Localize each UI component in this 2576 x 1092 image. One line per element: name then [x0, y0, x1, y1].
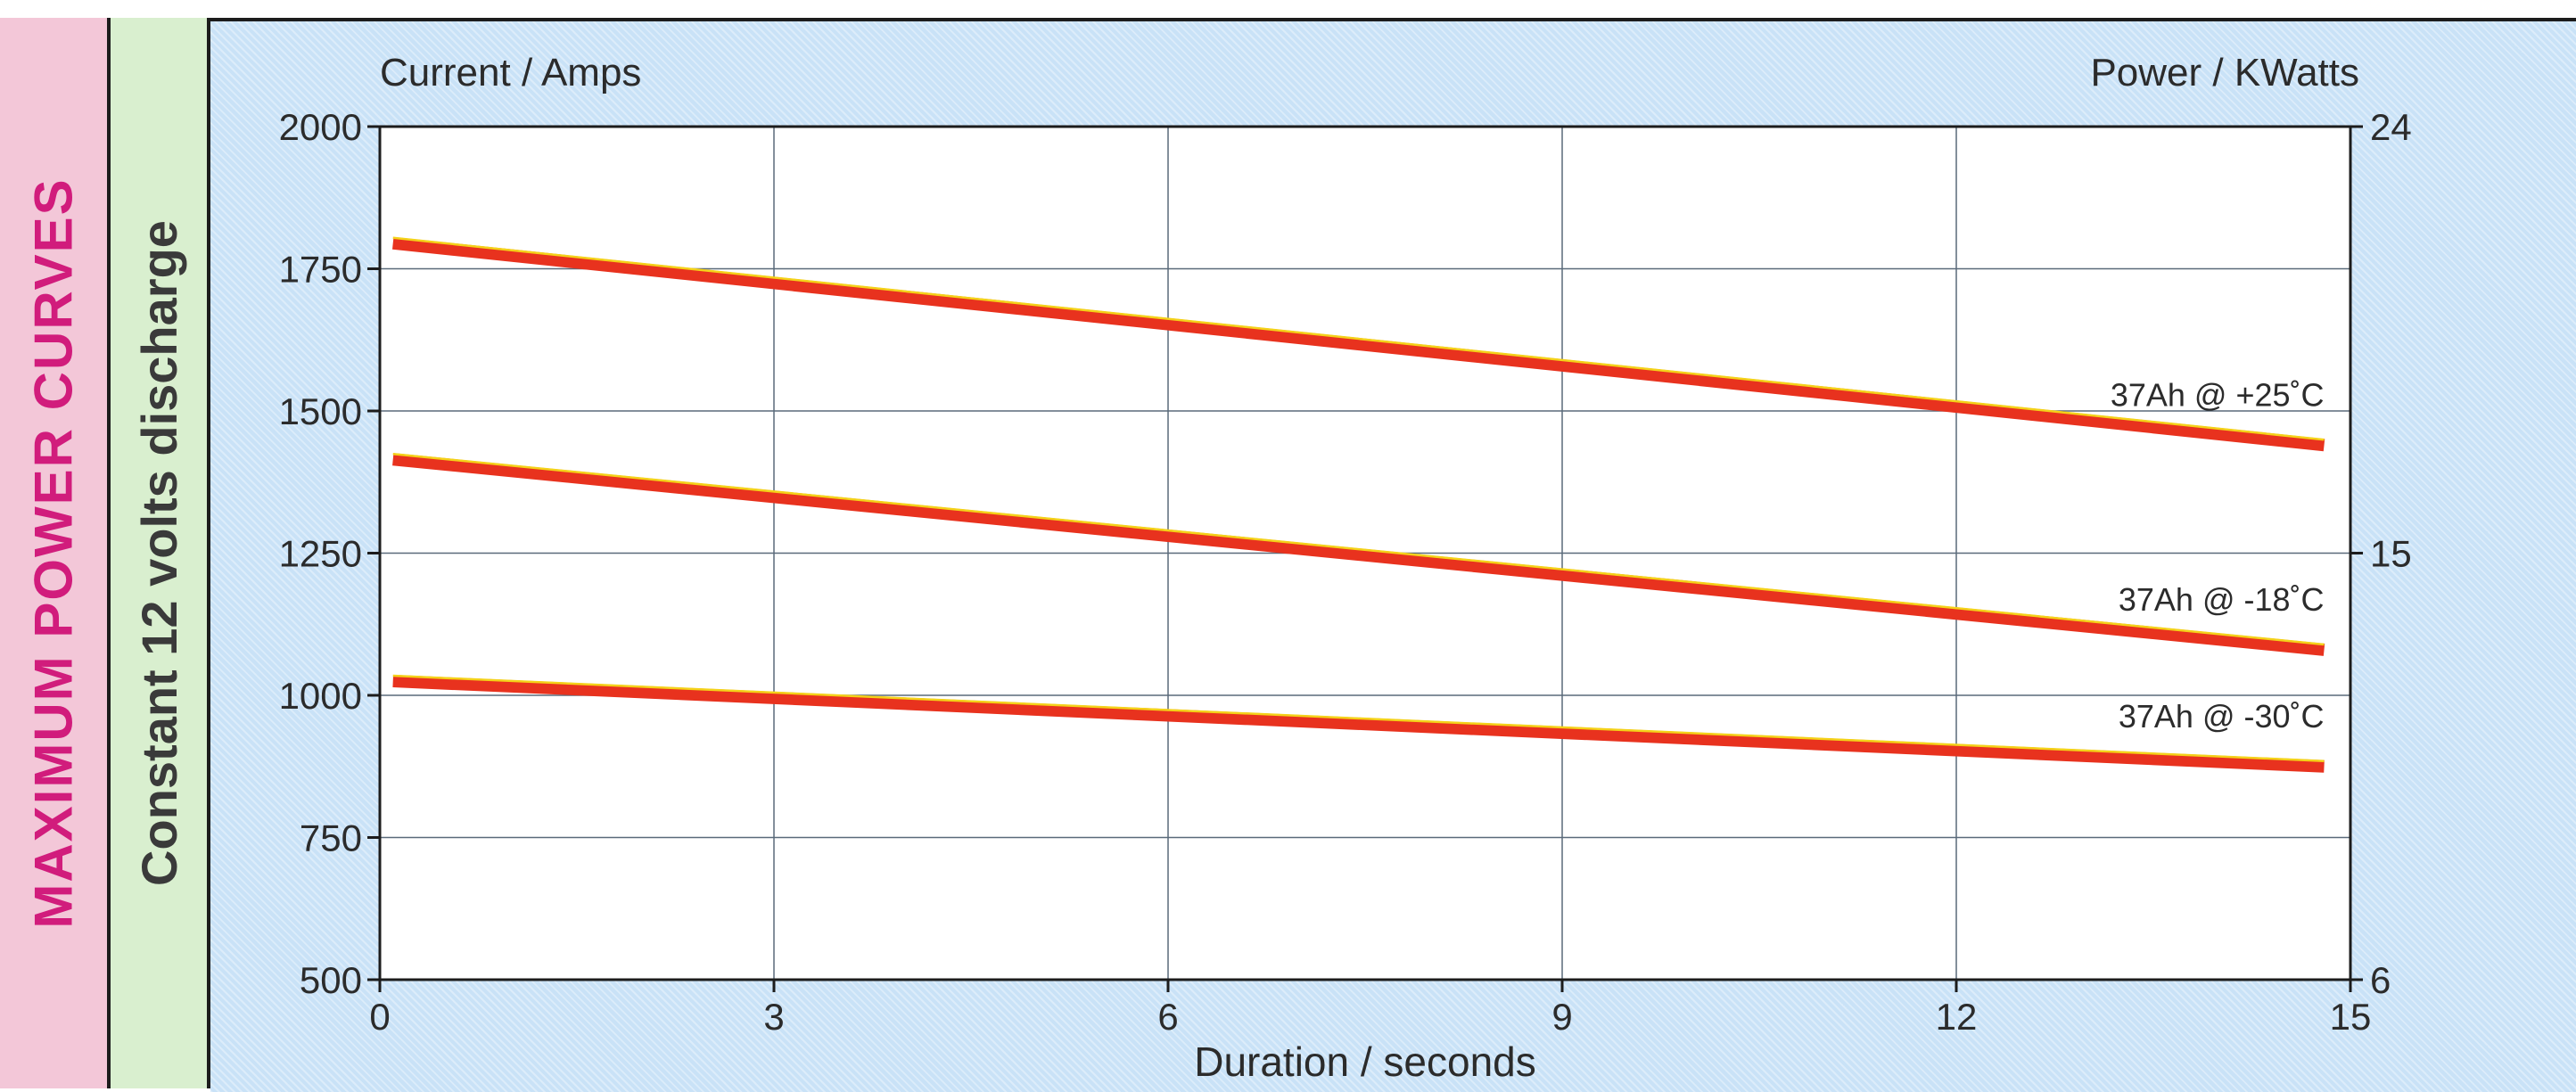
x-tick-label: 15 — [2330, 996, 2372, 1038]
series-line-highlight-1 — [392, 452, 2325, 646]
x-tick-label: 9 — [1551, 996, 1572, 1038]
series-line-highlight-2 — [392, 674, 2325, 762]
y-axis-label: Current / Amps — [380, 51, 641, 94]
series-line-2 — [392, 675, 2325, 773]
series-label-2: 37Ah @ -30˚C — [2119, 698, 2325, 735]
series-line-0 — [392, 236, 2325, 452]
y-tick-label: 500 — [300, 959, 362, 1001]
series-line-highlight-0 — [392, 236, 2325, 441]
x-tick-label: 12 — [1936, 996, 1978, 1038]
x-axis-label: Duration / seconds — [1194, 1039, 1536, 1085]
x-tick-label: 3 — [763, 996, 784, 1038]
y-tick-label: 2000 — [279, 106, 362, 148]
x-tick-label: 6 — [1157, 996, 1178, 1038]
y-tick-label: 1750 — [279, 249, 362, 291]
y-tick-label: 1500 — [279, 390, 362, 432]
y2-tick-label: 6 — [2370, 959, 2391, 1001]
y-tick-label: 1000 — [279, 675, 362, 717]
y-tick-label: 750 — [300, 817, 362, 859]
x-tick-label: 0 — [369, 996, 390, 1038]
side-subtitle-band: Constant 12 volts discharge — [111, 18, 210, 1088]
side-title-band: MAXIMUM POWER CURVES — [0, 18, 111, 1088]
series-label-1: 37Ah @ -18˚C — [2119, 581, 2325, 618]
y2-tick-label: 15 — [2370, 533, 2412, 575]
chart-panel: 500 750 1000 1250 1500 1750 2000 6 15 24 0 3 6 9 12 15 C… — [210, 18, 2576, 1092]
series-label-0: 37Ah @ +25˚C — [2111, 376, 2325, 413]
y2-tick-label: 24 — [2370, 106, 2412, 148]
side-subtitle: Constant 12 volts discharge — [130, 220, 187, 886]
y2-axis-label: Power / KWatts — [2090, 51, 2359, 94]
series-line-1 — [392, 453, 2325, 656]
y-tick-label: 1250 — [279, 533, 362, 575]
side-title: MAXIMUM POWER CURVES — [23, 177, 84, 929]
